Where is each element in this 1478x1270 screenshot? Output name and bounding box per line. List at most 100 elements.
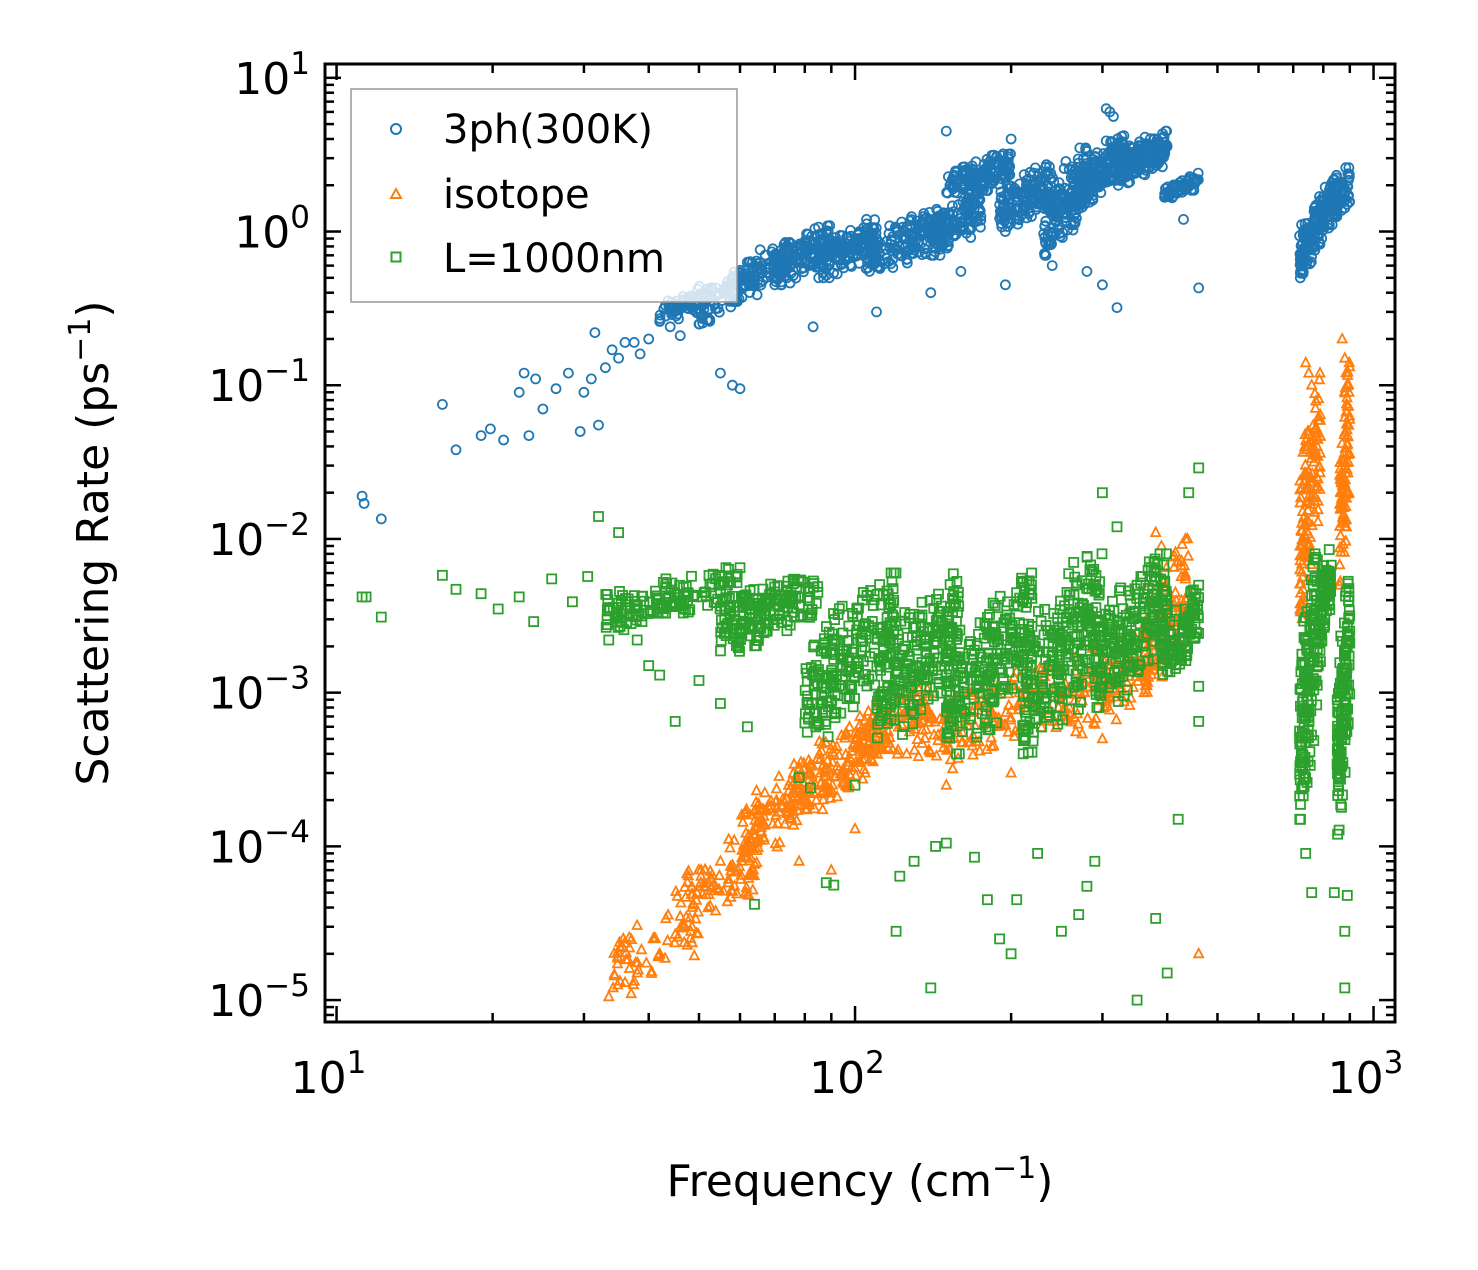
point-isotope [669,927,682,939]
point-isotope [1304,530,1317,542]
point-l1000nm [831,634,842,646]
point-3ph [1054,183,1066,195]
point-3ph [1326,219,1338,231]
point-l1000nm [886,576,898,587]
point-l1000nm [843,663,855,675]
point-l1000nm [1188,584,1199,596]
point-isotope [750,855,763,868]
point-isotope [826,778,839,790]
point-l1000nm [1323,544,1335,555]
point-isotope [1341,438,1354,450]
point-l1000nm [731,568,743,580]
point-l1000nm [893,633,904,645]
point-l1000nm [1020,601,1032,613]
point-isotope [1339,534,1352,546]
point-3ph [1091,147,1103,159]
point-l1000nm [907,718,919,730]
point-isotope [912,749,925,761]
point-3ph [987,168,998,179]
point-isotope [849,768,862,781]
point-l1000nm [829,649,841,660]
point-3ph [938,238,949,250]
point-l1000nm [707,568,719,580]
point-3ph [1161,186,1173,198]
point-isotope [616,939,629,951]
point-isotope [1342,455,1355,467]
point-isotope [817,792,830,805]
point-3ph [1146,148,1157,160]
point-l1000nm [943,700,954,712]
point-l1000nm [802,690,813,702]
point-3ph [918,213,929,225]
point-isotope [735,868,748,880]
point-3ph [972,172,983,184]
point-l1000nm [1036,676,1048,687]
point-l1000nm [680,603,691,615]
point-3ph [997,155,1008,167]
point-l1000nm [1319,614,1331,626]
point-isotope [1002,725,1015,737]
point-isotope [672,930,685,942]
point-3ph [550,383,562,395]
point-l1000nm [686,570,697,582]
point-3ph [1012,188,1024,200]
point-3ph [1162,191,1174,203]
point-l1000nm [715,579,726,591]
point-3ph [358,498,370,509]
point-l1000nm [1135,571,1147,582]
point-l1000nm [933,588,944,600]
point-l1000nm [911,690,923,701]
point-isotope [793,854,806,866]
point-l1000nm [987,597,999,609]
point-isotope [1298,466,1311,478]
point-isotope [1338,545,1351,557]
point-l1000nm [1081,551,1093,562]
point-isotope [1087,716,1100,728]
point-l1000nm [818,686,830,698]
point-3ph [600,362,611,374]
point-3ph [1014,178,1025,190]
point-isotope [625,986,638,999]
point-3ph [940,125,952,137]
point-isotope [808,801,821,814]
point-l1000nm [963,719,975,731]
point-isotope [916,736,929,748]
point-l1000nm [921,680,932,692]
point-l1000nm [933,605,945,617]
point-isotope [1309,481,1322,494]
point-isotope [1343,409,1356,421]
point-isotope [1314,429,1327,441]
point-3ph [1087,194,1099,206]
point-l1000nm [1297,656,1308,668]
point-isotope [1338,489,1351,501]
point-3ph [1299,229,1310,241]
point-3ph [1112,174,1124,186]
point-isotope [1313,460,1326,472]
point-l1000nm [1072,597,1084,609]
point-3ph [1012,195,1024,207]
point-3ph [634,348,646,360]
point-3ph [1000,189,1012,201]
point-3ph [1178,213,1189,225]
point-isotope [645,964,658,976]
point-3ph [1100,135,1112,147]
point-l1000nm [998,617,1010,629]
point-isotope [631,966,644,978]
point-isotope [674,909,687,921]
point-3ph [578,386,590,398]
point-isotope [1096,731,1109,744]
point-l1000nm [787,578,799,589]
point-3ph [818,272,829,284]
point-3ph [820,269,832,281]
point-l1000nm [1041,711,1053,723]
point-l1000nm [1156,634,1167,646]
point-l1000nm [1022,630,1034,641]
point-l1000nm [799,717,811,729]
point-isotope [1341,377,1354,390]
point-3ph [702,304,714,316]
point-l1000nm [1086,566,1098,577]
point-isotope [1123,698,1136,710]
point-3ph [1114,149,1125,161]
point-isotope [1312,502,1325,515]
point-3ph [1074,142,1086,154]
